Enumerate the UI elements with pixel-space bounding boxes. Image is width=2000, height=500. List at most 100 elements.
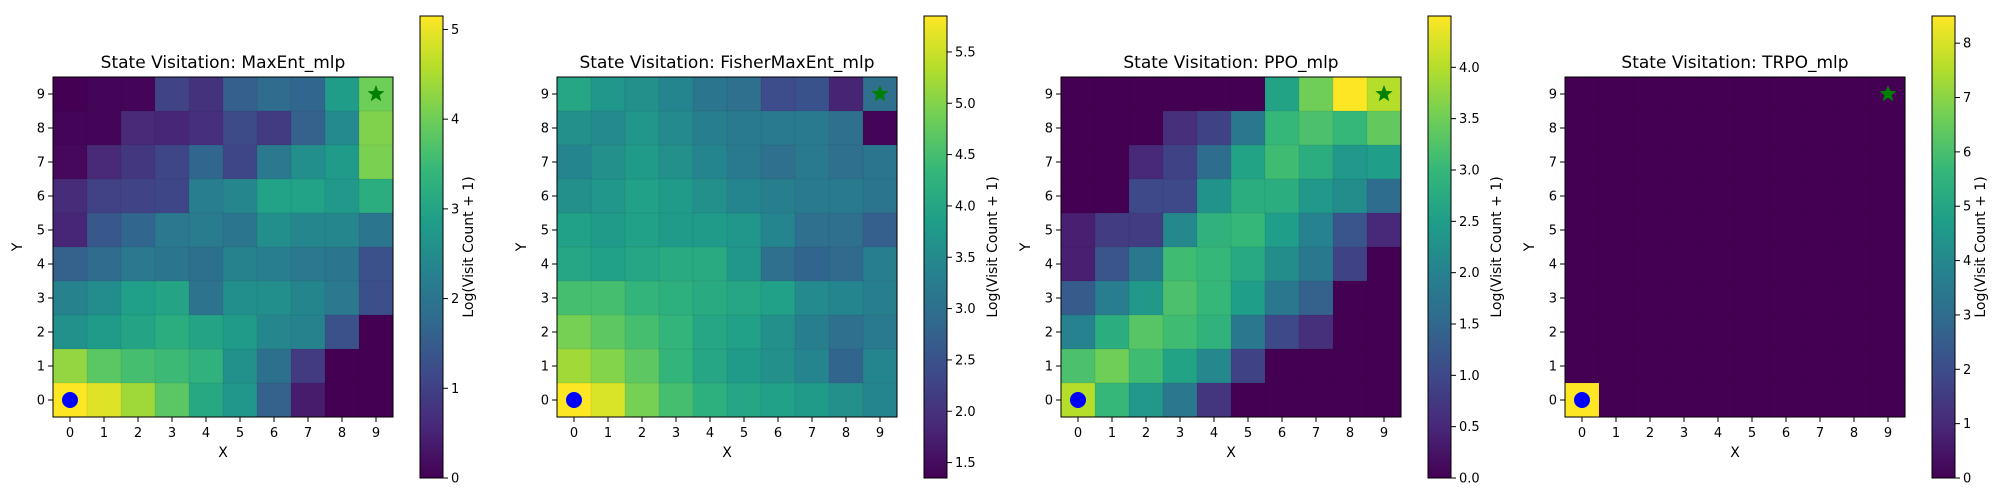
heatmap-cell [828,382,864,418]
heatmap-cell [1196,314,1232,350]
heatmap-cell [1298,110,1334,146]
heatmap-cell [222,76,258,112]
colorbar [1427,15,1452,479]
y-tick-label: 4 [1045,258,1053,273]
heatmap-cell [862,110,898,146]
y-tick-label: 1 [1045,360,1053,375]
colorbar-tick-label: 6 [1963,145,1971,160]
heatmap-cell [324,212,360,248]
heatmap-cell [1094,348,1130,384]
heatmap-cell [188,314,224,350]
heatmap-cell [828,110,864,146]
x-tick-label: 0 [1578,426,1586,441]
heatmap-cell [590,280,626,316]
heatmap-cell [1230,110,1266,146]
heatmap-cell [358,246,394,282]
heatmap-cell [1128,144,1164,180]
x-axis-label: X [1730,445,1740,461]
heatmap-cell [120,314,156,350]
heatmap-cell [1196,178,1232,214]
heatmap-cell [1060,348,1096,384]
heatmap-cell [1870,280,1906,316]
heatmap-cell [324,314,360,350]
heatmap-cell [86,76,122,112]
x-tick-label: 0 [1074,426,1082,441]
heatmap-cell [154,178,190,214]
heatmap-cell [222,178,258,214]
heatmap-cell [624,314,660,350]
heatmap-cell [222,348,258,384]
colorbar-label: Log(Visit Count + 1) [1489,176,1505,317]
heatmap-cell [1666,212,1702,248]
heatmap-cell [188,76,224,112]
heatmap-cell [188,246,224,282]
y-axis-label: Y [514,242,530,252]
heatmap-cell [1564,314,1600,350]
colorbar-tick-label: 4 [1963,254,1971,269]
heatmap-cell [1666,382,1702,418]
y-tick-label: 4 [1549,258,1557,273]
heatmap-cell [556,280,592,316]
colorbar-tick-label: 4.5 [955,148,976,163]
heatmap-cell [1196,246,1232,282]
heatmap-cell [52,314,88,350]
heatmap-cell [692,144,728,180]
heatmap-cell [1298,348,1334,384]
heatmap-cell [256,246,292,282]
heatmap-cell [1060,212,1096,248]
y-tick-label: 7 [1549,156,1557,171]
heatmap-cell [120,144,156,180]
heatmap-cell [1332,246,1368,282]
heatmap-cell [290,178,326,214]
heatmap-cell [1734,144,1770,180]
heatmap-cell [1836,314,1872,350]
colorbar-tick-label: 1.5 [1459,318,1480,333]
x-tick-label: 4 [1714,426,1722,441]
heatmap-cell [1060,314,1096,350]
heatmap-cell [760,110,796,146]
heatmap-cell [1128,110,1164,146]
heatmap-cell [188,348,224,384]
colorbar-tick-label: 0 [451,472,459,487]
heatmap-cell [1094,314,1130,350]
x-tick-label: 6 [1782,426,1790,441]
heatmap-cell [1564,280,1600,316]
heatmap-cell [624,76,660,112]
heatmap-cell [1298,212,1334,248]
heatmap-cell [1128,348,1164,384]
heatmap-cell [726,314,762,350]
heatmap-cell [1598,246,1634,282]
heatmap-cell [1332,382,1368,418]
heatmap-cell [1802,144,1838,180]
goal-marker [871,85,889,102]
heatmap-cell [1332,348,1368,384]
heatmap-cell [556,246,592,282]
heatmap-cell [1598,280,1634,316]
heatmap-cell [624,212,660,248]
heatmap-cell [624,246,660,282]
heatmap-cell [1196,348,1232,384]
x-tick-label: 1 [100,426,108,441]
heatmap-cell [1060,76,1096,112]
heatmap-cell [1128,212,1164,248]
heatmap-cell [222,280,258,316]
heatmap-cell [1264,348,1300,384]
heatmap-cell [828,348,864,384]
heatmap-cell [1700,110,1736,146]
heatmap-cell [794,348,830,384]
heatmap-cell [1836,178,1872,214]
heatmap-cell [1094,246,1130,282]
heatmap-cell [324,144,360,180]
x-tick-label: 6 [1278,426,1286,441]
heatmap-cell [1366,212,1402,248]
heatmap-cell [760,178,796,214]
heatmap-cell [290,212,326,248]
heatmap-cell [1768,212,1804,248]
heatmap-cell [1060,246,1096,282]
heatmap-cell [1298,246,1334,282]
heatmap-cell [86,348,122,384]
heatmap-cell [1734,246,1770,282]
heatmap-cell [1128,314,1164,350]
y-axis-label: Y [1522,242,1538,252]
heatmap-cell [862,212,898,248]
